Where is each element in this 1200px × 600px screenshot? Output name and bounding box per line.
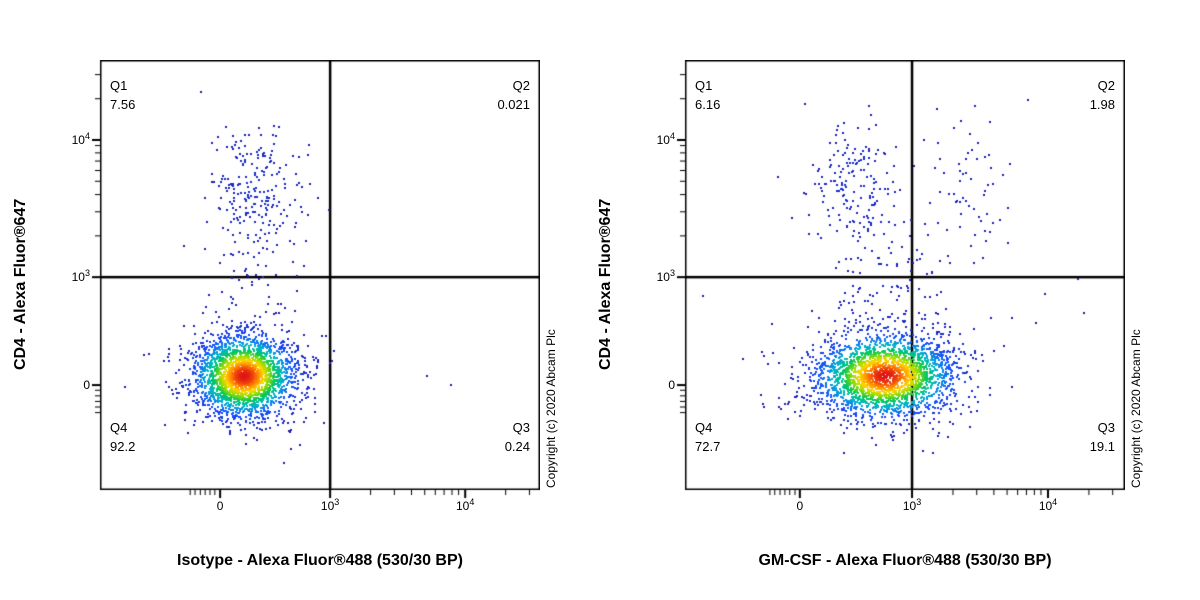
y-axis-label: CD4 - Alexa Fluor®647	[597, 198, 614, 370]
tick-base: 10	[1038, 499, 1053, 513]
tick-base: 10	[902, 499, 917, 513]
tick-exp: 3	[334, 497, 340, 507]
y-tick-label: 103	[657, 268, 675, 284]
tick-base: 10	[71, 133, 85, 148]
quadrant-label: Q1	[110, 78, 128, 93]
quadrant-label: Q3	[1097, 420, 1115, 435]
x-tick-label: 104	[456, 497, 474, 513]
scatter-plot-canvas-isotype	[84, 60, 540, 506]
tick-exp: 3	[916, 497, 922, 507]
copyright-text: Copyright (c) 2020 Abcam Plc	[1129, 329, 1143, 488]
quadrant-q3-stats: Q3 19.1	[1090, 418, 1115, 456]
plot-gmcsf: Q1 6.16 Q2 1.98 Q4 72.7 Q3 19.1 0 103 10…	[597, 60, 1143, 569]
tick-base: 10	[71, 270, 85, 285]
x-tick-label: 103	[903, 497, 921, 513]
quadrant-value: 19.1	[1089, 439, 1115, 454]
tick-exp: 3	[84, 268, 90, 279]
tick-base: 0	[83, 378, 90, 393]
quadrant-label: Q1	[695, 78, 713, 93]
tick-exp: 4	[84, 131, 90, 142]
x-axis-label: GM-CSF - Alexa Fluor®488 (530/30 BP)	[758, 552, 1052, 569]
tick-exp: 4	[469, 497, 475, 507]
tick-base: 0	[216, 499, 224, 513]
scatter-plot-canvas-gmcsf	[669, 60, 1125, 506]
x-tick-label: 103	[321, 497, 339, 513]
quadrant-label: Q2	[1097, 78, 1115, 93]
x-tick-label: 0	[217, 497, 224, 513]
quadrant-label: Q3	[512, 420, 530, 435]
plot-isotype: Q1 7.56 Q2 0.021 Q4 92.2 Q3 0.24 0 103 1…	[12, 60, 558, 569]
quadrant-label: Q4	[110, 420, 128, 435]
y-axis-label: CD4 - Alexa Fluor®647	[12, 198, 29, 370]
x-tick-label: 104	[1039, 497, 1057, 513]
quadrant-value: 92.2	[110, 439, 136, 454]
quadrant-label: Q4	[695, 420, 713, 435]
tick-base: 0	[668, 378, 675, 393]
quadrant-q1-stats: Q1 6.16	[695, 76, 720, 114]
y-tick-label: 0	[83, 376, 90, 392]
quadrant-value: 7.56	[110, 97, 136, 112]
quadrant-value: 72.7	[695, 439, 721, 454]
tick-base: 0	[796, 499, 804, 513]
quadrant-q1-stats: Q1 7.56	[110, 76, 135, 114]
copyright-text: Copyright (c) 2020 Abcam Plc	[544, 329, 558, 488]
quadrant-value: 0.021	[497, 97, 530, 112]
tick-base: 10	[656, 133, 670, 148]
tick-base: 10	[656, 270, 670, 285]
y-tick-label: 104	[72, 131, 90, 147]
quadrant-q4-stats: Q4 72.7	[695, 418, 720, 456]
x-axis-label: Isotype - Alexa Fluor®488 (530/30 BP)	[177, 552, 463, 569]
quadrant-q2-stats: Q2 1.98	[1090, 76, 1115, 114]
y-tick-label: 0	[668, 376, 675, 392]
quadrant-label: Q2	[512, 78, 530, 93]
quadrant-value: 6.16	[695, 97, 721, 112]
tick-exp: 4	[1052, 497, 1058, 507]
y-tick-label: 104	[657, 131, 675, 147]
x-tick-label: 0	[796, 497, 803, 513]
y-tick-label: 103	[72, 268, 90, 284]
tick-base: 10	[456, 499, 470, 513]
quadrant-q3-stats: Q3 0.24	[505, 418, 530, 456]
tick-exp: 4	[669, 131, 675, 142]
tick-base: 10	[320, 499, 335, 513]
quadrant-q2-stats: Q2 0.021	[497, 76, 530, 114]
quadrant-value: 0.24	[504, 439, 530, 454]
quadrant-q4-stats: Q4 92.2	[110, 418, 135, 456]
tick-exp: 3	[669, 268, 675, 279]
quadrant-value: 1.98	[1089, 97, 1115, 112]
